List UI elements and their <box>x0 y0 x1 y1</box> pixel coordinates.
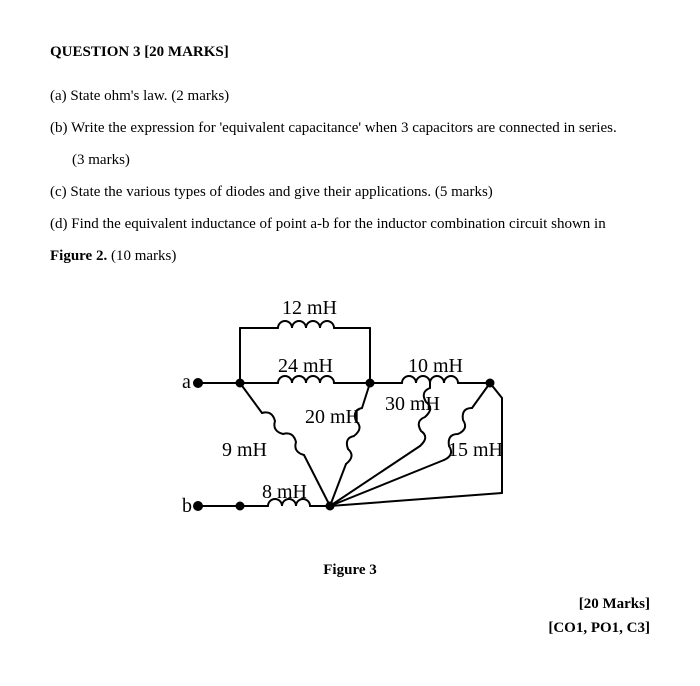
label-30mh: 30 mH <box>385 393 440 415</box>
label-10mh: 10 mH <box>408 355 463 377</box>
part-d-marks: (10 marks) <box>107 248 176 264</box>
part-b-line1: (b) Write the expression for 'equivalent… <box>50 116 650 140</box>
label-12mh: 12 mH <box>282 297 337 319</box>
figure-ref: Figure 2. <box>50 248 107 264</box>
label-20mh: 20 mH <box>305 406 360 428</box>
co-reference: [CO1, PO1, C3] <box>50 616 650 640</box>
label-8mh: 8 mH <box>262 481 307 503</box>
part-d-line1: (d) Find the equivalent inductance of po… <box>50 212 650 236</box>
total-marks: [20 Marks] <box>50 592 650 616</box>
part-c: (c) State the various types of diodes an… <box>50 180 650 204</box>
terminal-b-label: b <box>182 495 192 517</box>
part-b-line2: (3 marks) <box>72 148 650 172</box>
question-title: QUESTION 3 [20 MARKS] <box>50 40 650 64</box>
circuit-diagram: a b 12 mH 24 mH 10 mH 20 mH 30 mH 9 mH 1… <box>50 288 650 548</box>
part-a: (a) State ohm's law. (2 marks) <box>50 84 650 108</box>
figure-caption: Figure 3 <box>50 558 650 582</box>
terminal-a-label: a <box>182 371 191 393</box>
label-24mh: 24 mH <box>278 355 333 377</box>
part-d-line2: Figure 2. (10 marks) <box>50 244 650 268</box>
label-9mh: 9 mH <box>222 439 267 461</box>
label-15mh: 15 mH <box>448 439 503 461</box>
